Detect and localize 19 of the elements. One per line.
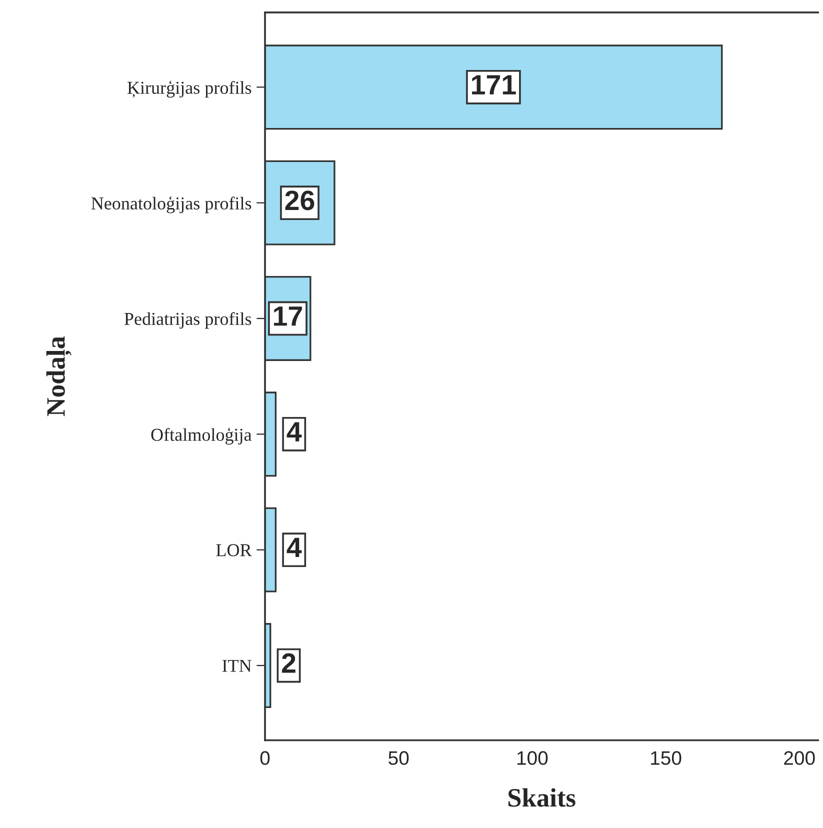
data-label: 26 [285,190,314,210]
x-tick-label: 200 [784,751,815,765]
data-label: 17 [274,306,302,326]
x-tick-label: 50 [388,751,409,765]
x-tick-label: 0 [260,751,270,765]
data-label: 4 [286,538,302,558]
data-label: 171 [472,75,516,94]
y-tick-label: Pediatrijas profils [124,312,252,329]
x-axis-title: Skaits [508,788,576,807]
y-axis-title: Nodaļa [46,336,72,416]
y-tick-label: LOR [216,544,252,556]
y-tick-label: Ķirurģijas profils [127,80,252,98]
y-tick-label: Neonatoloģijas profils [91,196,252,214]
y-tick-label: Oftalmoloģija [151,428,252,445]
y-tick-label: ITN [222,660,252,672]
data-label: 2 [282,653,296,673]
x-tick-label: 100 [517,751,548,765]
x-tick-label: 150 [651,751,682,765]
data-label: 4 [286,422,302,442]
